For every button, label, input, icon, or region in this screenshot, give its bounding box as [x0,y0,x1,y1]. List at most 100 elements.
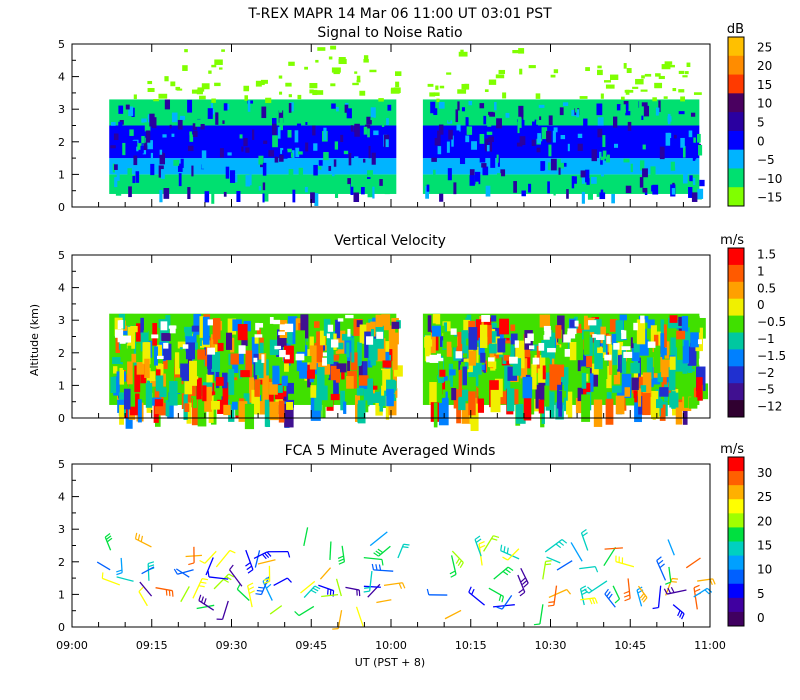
figure-title: T-REX MAPR 14 Mar 06 11:00 UT 03:01 PST [247,6,552,22]
snr-cell [322,142,327,156]
snr-cell [394,71,402,77]
colorbar-segment [728,130,744,151]
wind-barb [546,556,561,564]
snr-cell [498,69,506,74]
snr-cell [287,129,292,138]
colorbar-segment [728,583,744,599]
vv-cell [653,334,659,354]
vv-cell [458,389,469,402]
wind-barb [207,570,229,580]
snr-cell [305,121,308,126]
vv-cell [212,318,221,340]
snr-cell [438,124,444,135]
vv-cell [608,358,613,375]
vv-cell [544,314,551,328]
vv-cell [660,333,665,360]
snr-cell [693,92,702,95]
snr-cell [522,152,527,158]
vv-cell [300,314,309,339]
vv-cell [254,379,260,397]
vv-cell [558,390,563,417]
vv-cell [443,331,454,349]
snr-cell [214,59,223,65]
vv-cell [468,327,478,350]
vv-cell [499,318,509,335]
wind-barb [579,566,599,573]
vv-cell [661,359,671,378]
snr-cell [263,140,268,144]
vv-cell [149,371,156,382]
vv-cell [438,388,442,403]
snr-cell [655,107,659,116]
snr-cell [173,159,180,166]
vv-cell [228,368,235,395]
vv-cell [457,331,464,355]
vv-cell [323,380,334,407]
vv-cell [391,317,399,345]
vv-cell [466,314,472,323]
wind-barb [147,561,155,581]
snr-cell [297,94,302,100]
wind-barb [96,561,111,571]
snr-cell [162,134,167,138]
vv-missing-cell [207,347,216,355]
vv-cell [642,372,652,397]
vv-cell [184,326,193,339]
vv-missing-cell [255,322,260,331]
vv-cell [523,314,534,327]
snr-cell [292,150,295,160]
snr-cell [214,82,221,87]
snr-cell [178,173,182,187]
vv-cell [380,326,390,341]
winds-plot-frame [71,463,711,628]
snr-cell [262,182,266,191]
vv-cell [330,393,340,401]
wind-barb [426,588,448,596]
vv-missing-cell [347,328,351,337]
vv-cell [522,376,533,399]
snr-cell [537,133,542,144]
snr-cell [496,118,502,129]
vv-cell [545,372,553,389]
snr-cell [369,69,377,73]
snr-cell [262,190,269,202]
snr-cell [487,122,492,127]
wind-barb [570,542,583,562]
vv-cell [439,369,446,377]
snr-cell [447,168,452,181]
snr-cell [391,87,397,91]
snr-cell [127,168,132,176]
snr-cell [513,181,517,193]
snr-cell [541,127,548,140]
snr-cell [159,189,163,203]
vv-cell [309,336,314,352]
colorbar-label: −2 [757,366,775,380]
snr-cell [479,150,486,163]
colorbar-segment [728,298,744,317]
snr-cell [609,74,619,81]
vv-cell [159,341,166,362]
vv-cell [119,367,125,385]
vv-cell [462,366,467,386]
snr-cell [158,93,168,99]
snr-cell [261,106,267,119]
vv-cell [552,327,557,338]
wind-barb [245,549,254,574]
vv-missing-cell [567,331,576,339]
snr-cell [658,100,661,113]
snr-cell [518,48,525,54]
snr-cell [548,144,552,157]
snr-cell [625,89,630,95]
colorbar-label: 1 [757,264,765,278]
vv-cell [197,398,207,427]
vv-cell [335,330,346,354]
snr-cell [688,130,693,138]
vv-missing-cell [528,345,535,350]
snr-cell [615,151,621,155]
vv-cell [206,374,213,383]
snr-cell [639,177,644,188]
snr-cell [297,160,304,170]
vv-cell [638,396,645,415]
vv-missing-cell [122,335,132,343]
vv-cell [137,399,142,423]
